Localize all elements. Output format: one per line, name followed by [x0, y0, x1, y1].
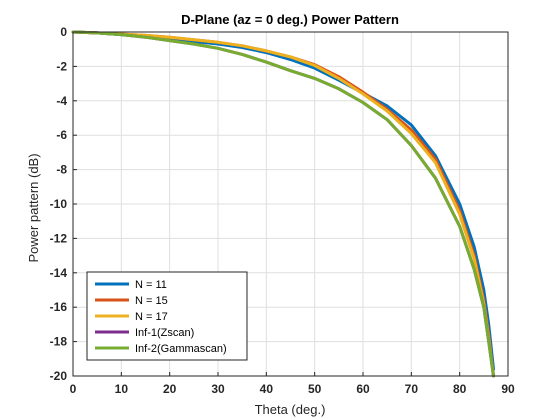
x-tick-label: 60	[356, 382, 370, 396]
y-tick-label: -12	[50, 231, 68, 245]
y-tick-label: -20	[50, 369, 68, 383]
x-tick-label: 40	[260, 382, 274, 396]
legend-label-1: N = 11	[135, 279, 167, 291]
y-tick-label: -4	[56, 94, 67, 108]
x-tick-label: 20	[163, 382, 177, 396]
y-axis-label: Power pattern (dB)	[26, 153, 41, 262]
x-tick-label: 30	[211, 382, 225, 396]
ticks: 0 10 20 30 40 50 60 70 80 90 0 -2 -4 -6 -8 -10 -12 -14 -16…	[50, 25, 515, 396]
y-tick-label: -18	[50, 335, 68, 349]
y-tick-label: -16	[50, 300, 68, 314]
series-line-3	[71, 30, 495, 378]
legend-label-3: N = 17	[135, 311, 168, 323]
x-axis-label: Theta (deg.)	[255, 402, 326, 417]
chart-title: D-Plane (az = 0 deg.) Power Pattern	[181, 12, 399, 27]
legend: N = 11 N = 15 N = 17 Inf-1(Zscan) Inf-2(Gamm…	[86, 271, 248, 361]
legend-label-5: Inf-2(Gammascan)	[135, 343, 227, 355]
x-tick-label: 90	[501, 382, 515, 396]
series-layer	[71, 30, 495, 378]
y-tick-label: -6	[56, 128, 67, 142]
legend-label-2: N = 15	[135, 295, 168, 307]
x-tick-label: 80	[453, 382, 467, 396]
x-tick-label: 50	[308, 382, 322, 396]
y-tick-label: -2	[56, 59, 67, 73]
y-tick-label: -10	[50, 197, 68, 211]
y-tick-label: -8	[56, 163, 67, 177]
x-tick-label: 10	[115, 382, 129, 396]
y-tick-label: -14	[50, 266, 68, 280]
series-line-5	[71, 30, 495, 378]
y-tick-label: 0	[60, 25, 67, 39]
x-tick-label: 0	[70, 382, 77, 396]
legend-label-4: Inf-1(Zscan)	[135, 327, 194, 339]
x-tick-label: 70	[405, 382, 419, 396]
